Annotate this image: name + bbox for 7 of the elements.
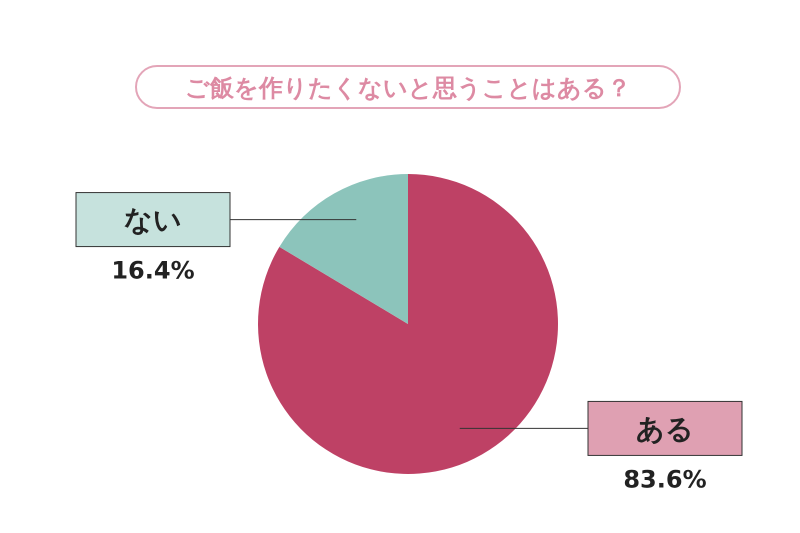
slice-label: ある [636, 412, 694, 446]
data-label: 83.6% [623, 465, 707, 494]
chart-title: ご飯を作りたくないと思うことはある？ [185, 74, 631, 102]
pie-slice [258, 174, 558, 474]
slice-label: ない [124, 204, 182, 237]
pie-slice [279, 174, 408, 324]
data-label: 16.4% [111, 256, 195, 285]
